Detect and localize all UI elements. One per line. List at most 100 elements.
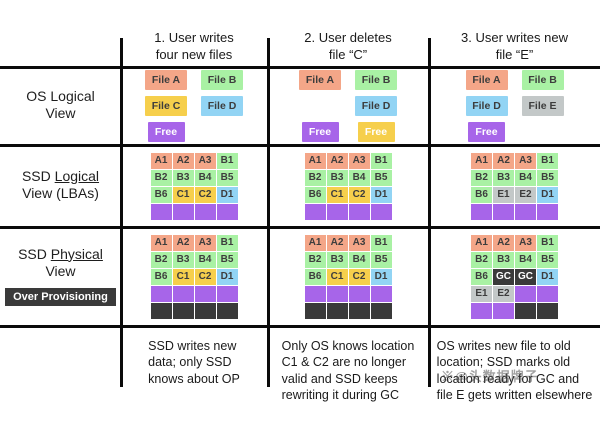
file-chip: File D: [465, 96, 508, 116]
grid-cell: B2: [304, 251, 326, 268]
os-logical-files: File A File B File C File D Free: [121, 67, 267, 145]
grid-cell: B3: [326, 251, 348, 268]
chip-slot: File C: [145, 96, 187, 116]
grid-cell: [537, 285, 558, 302]
grid-cell: GC: [515, 268, 536, 285]
file-chip-row: File A File B: [299, 70, 397, 90]
grid-cell: A1: [150, 234, 172, 251]
grid-row: E1 E2: [471, 285, 558, 302]
grid-cell: [172, 302, 194, 319]
grid-cell: B4: [515, 169, 536, 186]
grid-row: B2 B3 B4 B5: [471, 169, 558, 186]
grid-cell: [471, 203, 492, 220]
grid-cell: [326, 203, 348, 220]
file-chip: File C: [145, 96, 187, 116]
chip-slot: [523, 122, 563, 142]
grid-cell: A2: [326, 152, 348, 169]
grid-cell: A3: [515, 234, 536, 251]
table-hline-4: [0, 325, 600, 328]
caption-block: SSD writes new data; only SSD knows abou…: [121, 326, 267, 425]
grid-row: B6 C1 C2 D1: [150, 268, 238, 285]
table-vline-3: [428, 38, 431, 387]
column-header: 2. User deletes file “C”: [304, 30, 392, 62]
grid-row: A1 A2 A3 B1: [150, 152, 238, 169]
file-chip-row: Free: [467, 122, 563, 142]
ssd-logical-grid: A1 A2 A3 B1 B2 B3 B4 B5 B6 C1 C2 D1: [268, 145, 428, 227]
grid-cell: A3: [515, 152, 536, 169]
grid-cell: [370, 302, 392, 319]
grid-row: [150, 285, 238, 302]
table-vline-1: [120, 38, 123, 387]
file-chip-row: Free: [146, 122, 242, 142]
grid-cell: B1: [370, 234, 392, 251]
column-step-1: 1. User writes four new files File A File…: [121, 30, 267, 425]
file-chip: File D: [355, 96, 397, 116]
grid-row: A1 A2 A3 B1: [471, 152, 558, 169]
nand-grid: A1 A2 A3 B1 B2 B3 B4 B5 B6 C1 C2 D1: [150, 152, 238, 220]
grid-row: B2 B3 B4 B5: [150, 251, 238, 268]
grid-cell: C2: [194, 268, 216, 285]
grid-cell: [216, 285, 238, 302]
grid-cell: D1: [370, 268, 392, 285]
row-label-ssd-logical-view: SSD Logical View (LBAs): [0, 144, 121, 226]
grid-cell: B3: [172, 251, 194, 268]
grid-cell: B4: [194, 251, 216, 268]
grid-cell: [304, 285, 326, 302]
grid-cell: [348, 302, 370, 319]
file-chip-row: File D: [300, 96, 397, 116]
grid-cell: A1: [471, 152, 492, 169]
grid-row: [471, 203, 558, 220]
file-chip-row: Free Free: [300, 122, 396, 142]
chip-slot: File B: [201, 70, 243, 90]
grid-cell: [326, 285, 348, 302]
grid-cell: E2: [515, 186, 536, 203]
grid-cell: [194, 302, 216, 319]
grid-row: B2 B3 B4 B5: [304, 251, 392, 268]
grid-cell: B4: [194, 169, 216, 186]
grid-cell: [515, 203, 536, 220]
grid-cell: D1: [537, 186, 558, 203]
grid-cell: B2: [471, 169, 492, 186]
grid-cell: B5: [537, 169, 558, 186]
grid-row: [304, 302, 392, 319]
grid-cell: [493, 302, 514, 319]
grid-cell: [304, 302, 326, 319]
grid-row: [471, 302, 558, 319]
grid-cell: C1: [326, 186, 348, 203]
grid-cell: C1: [326, 268, 348, 285]
ssd-logical-grid: A1 A2 A3 B1 B2 B3 B4 B5 B6 C1 C2 D1: [121, 145, 267, 227]
file-chip: File B: [521, 70, 564, 90]
grid-cell: B4: [515, 251, 536, 268]
column-header: 1. User writes four new files: [154, 30, 234, 62]
grid-cell: [150, 285, 172, 302]
file-chip: File A: [299, 70, 341, 90]
file-chip: File B: [355, 70, 397, 90]
grid-cell: B6: [304, 186, 326, 203]
grid-cell: D1: [537, 268, 558, 285]
file-chip: Free: [301, 122, 339, 142]
file-chip-row: File C File D: [145, 96, 243, 116]
grid-cell: [326, 302, 348, 319]
grid-cell: A1: [304, 234, 326, 251]
row-label-ssd-physical-view: SSD Physical View Over Provisioning: [0, 226, 121, 325]
caption-text: SSD writes new data; only SSD knows abou…: [148, 339, 240, 386]
grid-cell: B6: [471, 186, 492, 203]
grid-cell: D1: [216, 268, 238, 285]
grid-cell: [172, 203, 194, 220]
grid-row: B2 B3 B4 B5: [150, 169, 238, 186]
grid-cell: B4: [348, 251, 370, 268]
chip-slot: [300, 96, 340, 116]
chip-slot: Free: [356, 122, 396, 142]
caption-block: Only OS knows location C1 & C2 are no lo…: [268, 326, 428, 425]
grid-cell: B3: [172, 169, 194, 186]
grid-cell: E1: [471, 285, 492, 302]
caption-block: OS writes new file to old location; SSD …: [429, 326, 600, 425]
grid-cell: [537, 302, 558, 319]
grid-cell: [150, 203, 172, 220]
grid-row: A1 A2 A3 B1: [304, 234, 392, 251]
table-hline-3: [0, 226, 600, 229]
chip-slot: File E: [521, 96, 564, 116]
chip-slot: Free: [146, 122, 186, 142]
table-vline-2: [267, 38, 270, 387]
grid-cell: A2: [493, 152, 514, 169]
